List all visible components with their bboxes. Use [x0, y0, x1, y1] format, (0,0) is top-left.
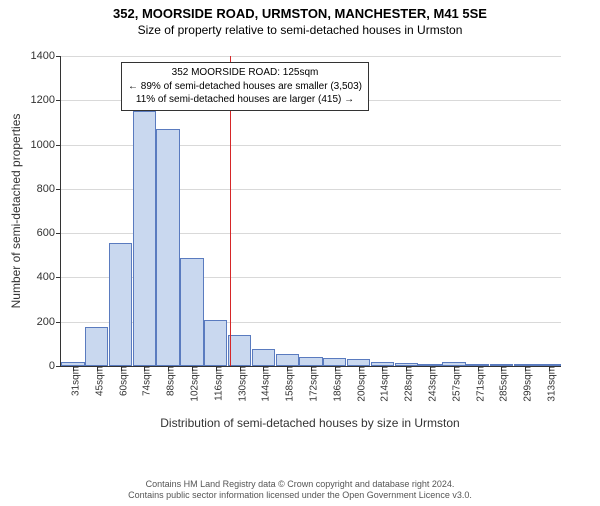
- y-tick-label: 1400: [31, 50, 61, 62]
- annotation-line-3: 11% of semi-detached houses are larger (…: [128, 93, 362, 107]
- title-line-1: 352, MOORSIDE ROAD, URMSTON, MANCHESTER,…: [0, 6, 600, 21]
- x-tick-label: 31sqm: [64, 366, 81, 396]
- histogram-bar: [276, 354, 299, 366]
- annotation-box: 352 MOORSIDE ROAD: 125sqm← 89% of semi-d…: [121, 62, 369, 111]
- x-tick-label: 200sqm: [350, 366, 367, 402]
- histogram-bar: [133, 111, 156, 366]
- y-tick-label: 600: [37, 227, 61, 239]
- title-line-2: Size of property relative to semi-detach…: [0, 23, 600, 37]
- y-tick-label: 400: [37, 271, 61, 283]
- histogram-bar: [347, 359, 370, 366]
- grid-line: [61, 56, 561, 57]
- x-tick-label: 313sqm: [541, 366, 558, 402]
- x-tick-label: 186sqm: [326, 366, 343, 402]
- y-axis-label: Number of semi-detached properties: [9, 114, 23, 309]
- footer: Contains HM Land Registry data © Crown c…: [0, 479, 600, 502]
- histogram-bar: [323, 358, 346, 366]
- x-tick-label: 116sqm: [207, 366, 224, 401]
- annotation-line-2: ← 89% of semi-detached houses are smalle…: [128, 80, 362, 94]
- footer-line-1: Contains HM Land Registry data © Crown c…: [0, 479, 600, 491]
- histogram-bar: [180, 258, 203, 367]
- histogram-bar: [85, 327, 108, 366]
- chart-area: 020040060080010001200140031sqm45sqm60sqm…: [60, 56, 580, 426]
- footer-line-2: Contains public sector information licen…: [0, 490, 600, 502]
- x-tick-label: 130sqm: [231, 366, 248, 402]
- x-tick-label: 243sqm: [422, 366, 439, 402]
- x-tick-label: 88sqm: [160, 366, 177, 396]
- x-axis-label: Distribution of semi-detached houses by …: [60, 416, 560, 430]
- histogram-bar: [156, 129, 179, 366]
- histogram-bar: [204, 320, 227, 367]
- plot-area: 020040060080010001200140031sqm45sqm60sqm…: [60, 56, 561, 367]
- histogram-bar: [109, 243, 132, 366]
- x-tick-label: 102sqm: [183, 366, 200, 402]
- x-tick-label: 257sqm: [445, 366, 462, 402]
- x-tick-label: 271sqm: [469, 366, 486, 402]
- x-tick-label: 45sqm: [88, 366, 105, 396]
- x-tick-label: 214sqm: [374, 366, 391, 402]
- histogram-bar: [252, 349, 275, 366]
- y-tick-label: 800: [37, 183, 61, 195]
- histogram-bar: [299, 357, 322, 366]
- x-tick-label: 74sqm: [136, 366, 153, 396]
- y-tick-label: 1200: [31, 94, 61, 106]
- x-tick-label: 299sqm: [517, 366, 534, 402]
- chart-container: 352, MOORSIDE ROAD, URMSTON, MANCHESTER,…: [0, 6, 600, 506]
- x-tick-label: 158sqm: [279, 366, 296, 402]
- histogram-bar: [228, 335, 251, 366]
- x-tick-label: 228sqm: [398, 366, 415, 402]
- y-tick-label: 0: [49, 360, 61, 372]
- x-tick-label: 285sqm: [493, 366, 510, 402]
- x-tick-label: 144sqm: [255, 366, 272, 402]
- y-tick-label: 200: [37, 316, 61, 328]
- x-tick-label: 172sqm: [303, 366, 320, 402]
- y-tick-label: 1000: [31, 139, 61, 151]
- annotation-line-1: 352 MOORSIDE ROAD: 125sqm: [128, 66, 362, 80]
- x-tick-label: 60sqm: [112, 366, 129, 396]
